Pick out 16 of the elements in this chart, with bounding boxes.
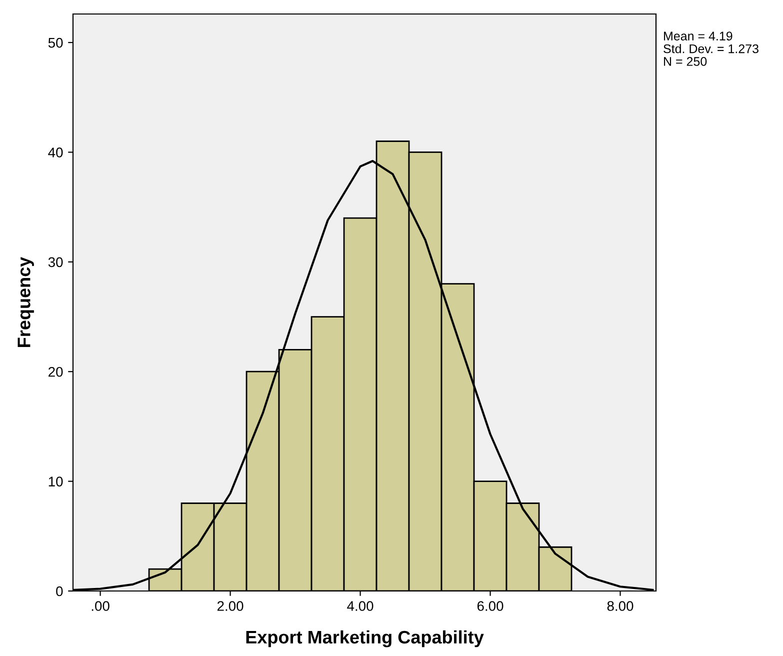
x-axis-title: Export Marketing Capability — [246, 630, 484, 648]
y-tick-label: 40 — [48, 148, 63, 158]
x-tick-label: 4.00 — [347, 601, 374, 611]
x-tick-label: .00 — [92, 601, 110, 611]
x-tick-label: 2.00 — [217, 601, 244, 611]
text: Std. Dev. = 1.273 — [664, 44, 758, 54]
text: N = 250 — [664, 57, 707, 66]
y-tick-label: 0 — [56, 586, 63, 596]
y-tick-label: 10 — [48, 476, 63, 486]
text: Mean = 4.19 — [664, 32, 732, 40]
y-tick-label: 20 — [48, 366, 63, 377]
y-tick-label: 30 — [48, 257, 63, 268]
y-axis-title: Frequency — [18, 256, 34, 347]
x-tick-label: 6.00 — [477, 601, 504, 611]
x-tick-label: 8.00 — [607, 601, 634, 611]
y-tick-label: 50 — [48, 38, 63, 48]
